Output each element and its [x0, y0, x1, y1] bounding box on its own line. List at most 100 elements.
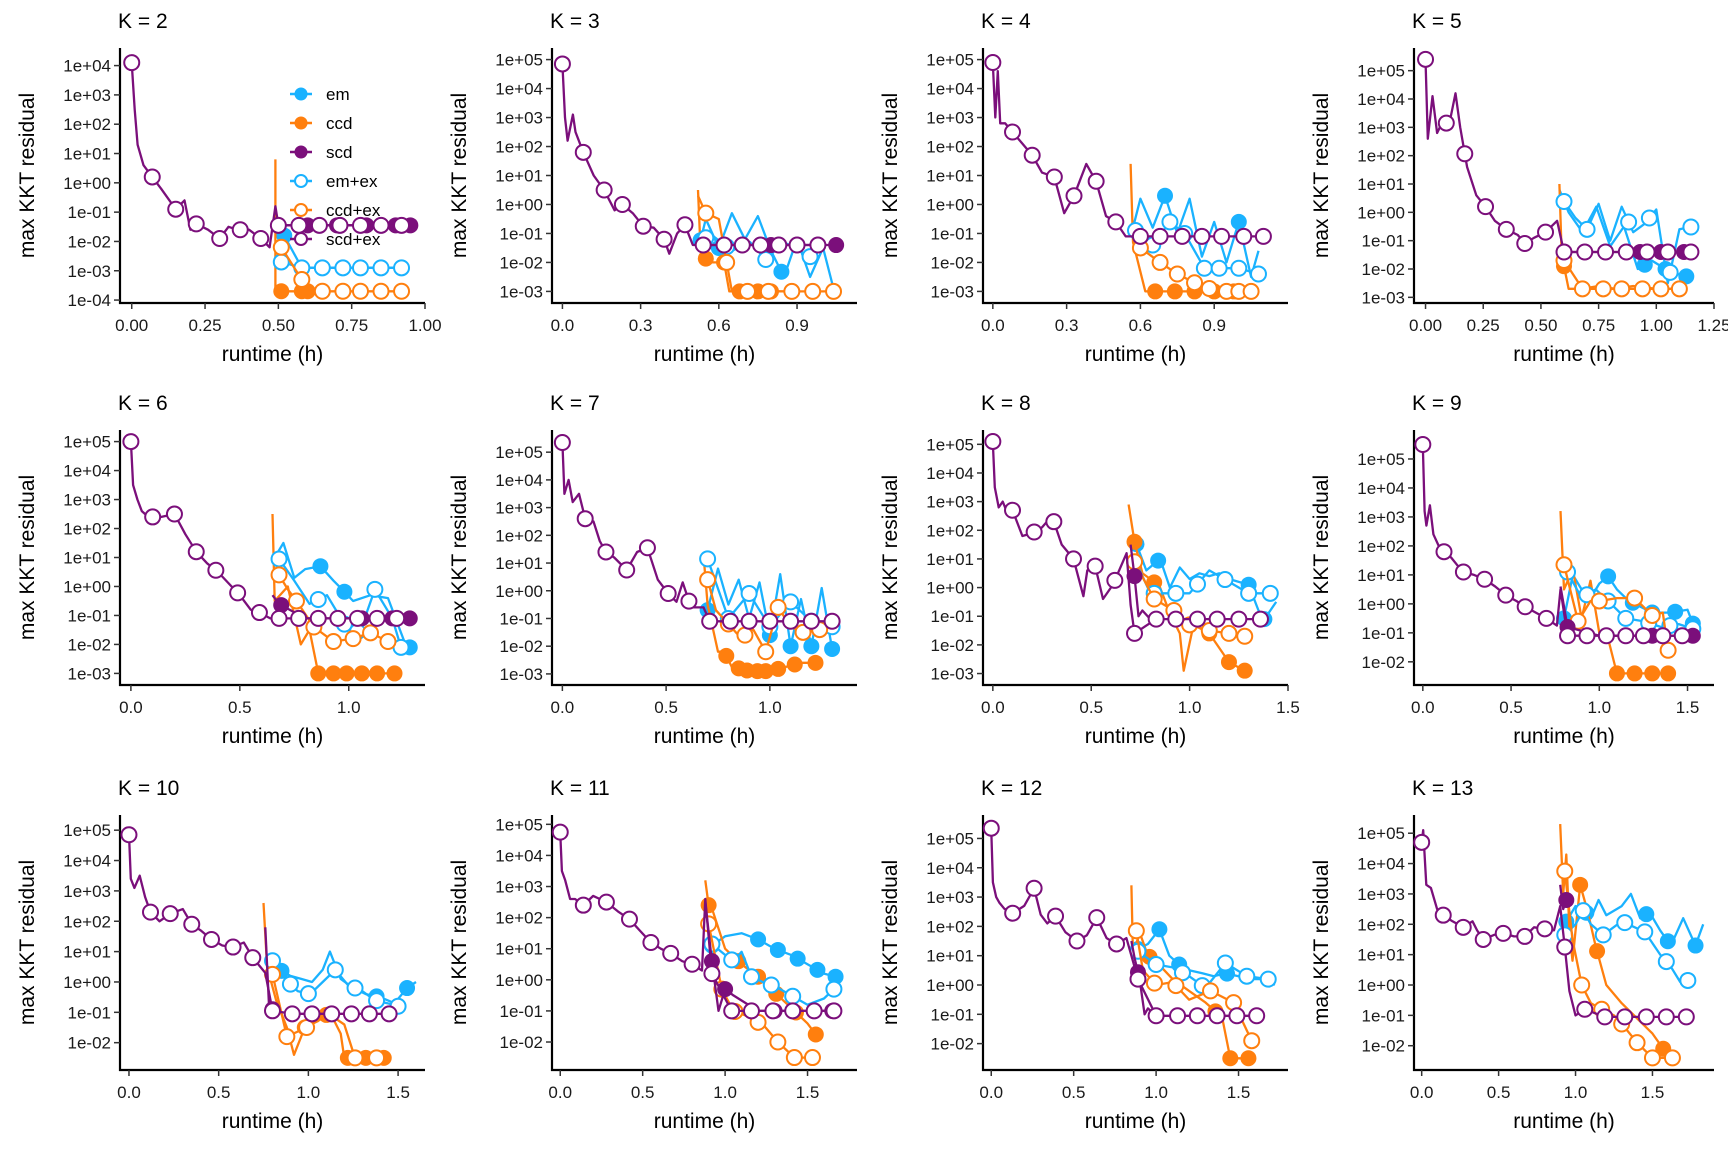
- data-point: [368, 992, 386, 1010]
- data-point: [309, 609, 327, 627]
- x-axis-label: runtime (h): [1085, 343, 1187, 366]
- data-point: [351, 282, 369, 300]
- panel-title: K = 2: [118, 10, 168, 33]
- data-point: [1597, 243, 1615, 261]
- data-point: [229, 584, 247, 602]
- x-tick-label: 1.5: [1676, 698, 1700, 717]
- data-point: [1216, 954, 1234, 972]
- y-tick-label: 1e+04: [495, 846, 543, 865]
- y-tick-label: 1e+02: [63, 520, 111, 539]
- data-point: [1476, 570, 1494, 588]
- panel-k2: K = 2 1e-04 1e-03 1e-02 1e-01 1e+00 1e+01 1e+02…: [16, 10, 442, 366]
- data-point: [309, 591, 327, 609]
- y-tick-label: 1e+00: [926, 976, 974, 995]
- data-point: [750, 931, 767, 948]
- y-axis-label: max KKT residual: [448, 93, 471, 258]
- y-tick-label: 1e+00: [1357, 976, 1405, 995]
- data-point: [1004, 904, 1022, 922]
- y-tick-label: 1e-01: [500, 224, 543, 243]
- data-point: [353, 665, 370, 682]
- y-tick-label: 1e+01: [495, 167, 543, 186]
- y-tick-label: 1e+03: [926, 888, 974, 907]
- data-point: [1594, 926, 1612, 944]
- data-point: [784, 1002, 802, 1020]
- data-point: [1634, 627, 1652, 645]
- y-tick-label: 1e-03: [1362, 288, 1405, 307]
- series-ccd: [702, 554, 824, 680]
- data-point: [1251, 610, 1269, 628]
- data-point: [1236, 662, 1253, 679]
- data-point: [757, 643, 775, 661]
- data-point: [1208, 1007, 1226, 1025]
- data-point: [325, 633, 342, 651]
- data-point: [1200, 280, 1218, 298]
- data-point: [783, 282, 801, 300]
- data-point: [1145, 974, 1163, 992]
- data-point: [788, 236, 806, 254]
- y-tick-label: 1e-01: [68, 1003, 111, 1022]
- x-tick-label: 0.6: [1129, 316, 1153, 335]
- data-point: [770, 236, 788, 254]
- data-point: [1065, 550, 1083, 568]
- data-point: [697, 250, 714, 267]
- x-tick-label: 0.50: [262, 316, 295, 335]
- data-point: [270, 566, 288, 584]
- data-point: [697, 204, 715, 222]
- x-tick-label: 1.5: [796, 1083, 820, 1102]
- data-point: [1216, 571, 1234, 589]
- x-tick-label: 1.0: [1144, 1083, 1168, 1102]
- data-point: [313, 259, 331, 277]
- data-point: [1168, 265, 1186, 283]
- data-point: [595, 181, 613, 199]
- y-tick-label: 1e+04: [1357, 855, 1405, 874]
- data-point: [701, 612, 719, 630]
- data-point: [1151, 227, 1169, 245]
- data-point: [1677, 1008, 1695, 1026]
- data-point: [762, 976, 780, 994]
- data-point: [1068, 932, 1086, 950]
- y-tick-label: 1e-01: [68, 203, 111, 222]
- y-tick-label: 1e+05: [495, 443, 543, 462]
- data-point: [1240, 1050, 1257, 1067]
- data-point: [1235, 227, 1253, 245]
- series-em-plus-ex: [1556, 902, 1697, 989]
- y-tick-label: 1e+01: [926, 947, 974, 966]
- y-tick-label: 1e+04: [63, 462, 111, 481]
- x-axis-label: runtime (h): [222, 343, 324, 366]
- y-tick-label: 1e-03: [931, 665, 974, 684]
- x-tick-label: 0.5: [1079, 698, 1103, 717]
- data-point: [1477, 198, 1495, 216]
- data-point: [683, 955, 701, 973]
- y-tick-label: 1e-01: [500, 609, 543, 628]
- data-point: [740, 612, 758, 630]
- y-tick-label: 1e+03: [63, 491, 111, 510]
- y-tick-label: 1e+05: [926, 435, 974, 454]
- y-tick-label: 1e+00: [63, 577, 111, 596]
- x-tick-label: 0.3: [629, 316, 653, 335]
- x-tick-label: 0.5: [654, 698, 678, 717]
- data-point: [360, 1005, 378, 1023]
- x-tick-label: 0.0: [981, 316, 1005, 335]
- data-point: [1434, 906, 1452, 924]
- data-point: [203, 930, 220, 948]
- data-point: [807, 1026, 824, 1043]
- panel-title: K = 4: [981, 10, 1031, 33]
- data-point: [782, 612, 800, 630]
- y-axis-label: max KKT residual: [448, 860, 471, 1025]
- data-point: [1213, 227, 1231, 245]
- data-point: [1151, 253, 1169, 271]
- data-point: [659, 585, 677, 603]
- data-point: [809, 236, 827, 254]
- x-tick-label: 1.5: [1227, 1083, 1251, 1102]
- y-tick-label: 1e+00: [495, 195, 543, 214]
- data-point: [1131, 227, 1149, 245]
- panel-title: K = 6: [118, 392, 168, 415]
- data-point: [1413, 833, 1431, 851]
- data-point: [1173, 964, 1191, 982]
- data-point: [244, 949, 262, 967]
- data-point: [1687, 937, 1704, 954]
- data-point: [1195, 259, 1213, 277]
- panel-k5: K = 5 1e-03 1e-02 1e-01 1e+00 1e+01 1e+02 1e+03…: [1310, 10, 1728, 366]
- data-point: [642, 934, 660, 951]
